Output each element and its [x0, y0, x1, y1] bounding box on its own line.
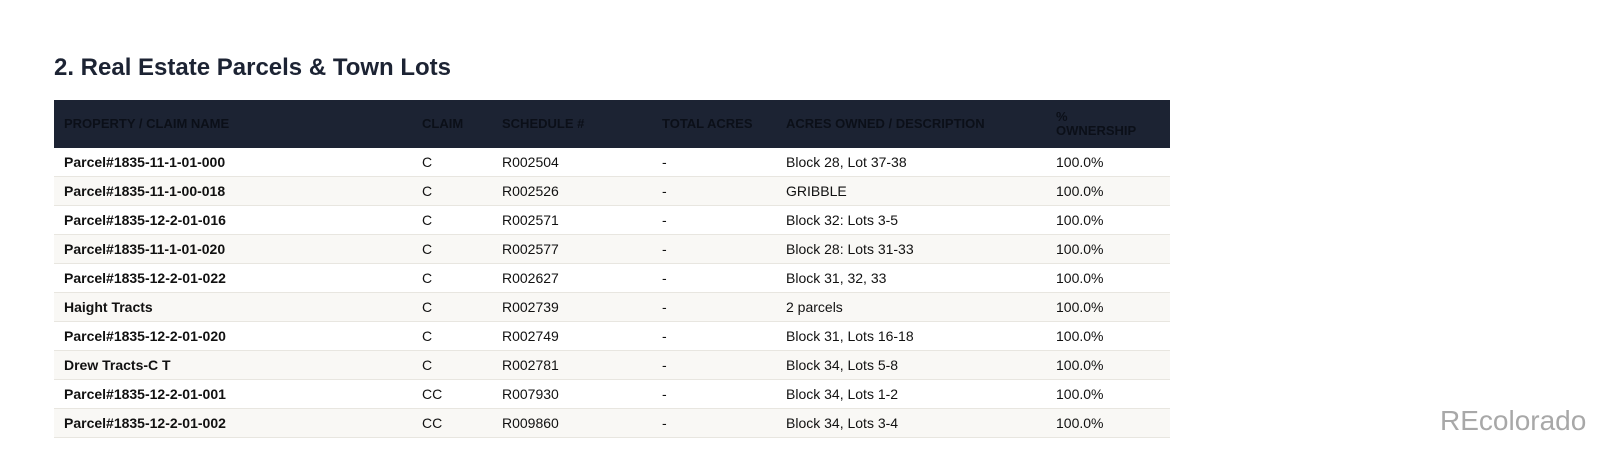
header-cell: SCHEDULE # — [492, 100, 652, 148]
table-row: Parcel#1835-12-2-01-002 CC R009860- Block 3… — [54, 408, 1170, 438]
header-cell: % OWNERSHIP — [1046, 100, 1170, 148]
table-cell: R002571 — [492, 205, 652, 235]
table-row: Parcel#1835-12-2-01-001 CC R007930- Block 3… — [54, 379, 1170, 409]
property-name: Parcel#1835-12-2-01-016 — [54, 205, 412, 235]
table-row: Parcel#1835-11-1-01-020 C R002577- Block 28… — [54, 234, 1170, 264]
table-row: Parcel#1835-11-1-00-018 C R002526- GRIBBLE 1… — [54, 176, 1170, 206]
table-cell: R002781 — [492, 350, 652, 380]
table-cell: 100.0% — [1046, 176, 1170, 206]
table-cell: - — [652, 292, 776, 322]
table-row: Parcel#1835-12-2-01-016 C R002571- Block 32… — [54, 205, 1170, 235]
header-cell: CLAIM — [412, 100, 492, 148]
property-name: Haight Tracts — [54, 292, 412, 322]
table-cell: R002739 — [492, 292, 652, 322]
table-cell: C — [412, 148, 492, 177]
table-row: Drew Tracts-C T C R002781- Block 34, Lots 5… — [54, 350, 1170, 380]
table-cell: - — [652, 205, 776, 235]
table-cell: - — [652, 176, 776, 206]
property-name: Parcel#1835-11-1-01-020 — [54, 234, 412, 264]
table-cell: C — [412, 234, 492, 264]
table-cell: - — [652, 408, 776, 438]
table-cell: CC — [412, 379, 492, 409]
table-cell: C — [412, 176, 492, 206]
table-cell: 2 parcels — [776, 292, 1046, 322]
property-name: Parcel#1835-12-2-01-001 — [54, 379, 412, 409]
table-cell: C — [412, 350, 492, 380]
table-cell: C — [412, 321, 492, 351]
table-cell: - — [652, 379, 776, 409]
table-cell: - — [652, 148, 776, 177]
table-cell: 100.0% — [1046, 148, 1170, 177]
table-cell: Block 31, Lots 16-18 — [776, 321, 1046, 351]
table-cell: 100.0% — [1046, 379, 1170, 409]
table-cell: R002577 — [492, 234, 652, 264]
table-cell: 100.0% — [1046, 292, 1170, 322]
property-name: Drew Tracts-C T — [54, 350, 412, 380]
table-cell: R002627 — [492, 263, 652, 293]
table-cell: R007930 — [492, 379, 652, 409]
table-cell: 100.0% — [1046, 263, 1170, 293]
table-cell: - — [652, 234, 776, 264]
table-cell: CC — [412, 408, 492, 438]
table-cell: R002526 — [492, 176, 652, 206]
table-cell: C — [412, 205, 492, 235]
property-name: Parcel#1835-12-2-01-020 — [54, 321, 412, 351]
table-cell: Block 31, 32, 33 — [776, 263, 1046, 293]
table-cell: 100.0% — [1046, 408, 1170, 438]
header-cell: TOTAL ACRES — [652, 100, 776, 148]
table-cell: GRIBBLE — [776, 176, 1046, 206]
table-cell: - — [652, 263, 776, 293]
header-cell: ACRES OWNED / DESCRIPTION — [776, 100, 1046, 148]
property-name: Parcel#1835-12-2-01-022 — [54, 263, 412, 293]
watermark: REcolorado — [1440, 405, 1587, 436]
parcels-table: PROPERTY / CLAIM NAME CLAIM SCHEDULE # TOTA… — [54, 100, 1170, 438]
header-cell: PROPERTY / CLAIM NAME — [54, 100, 412, 148]
table-cell: - — [652, 350, 776, 380]
table-row: Haight Tracts C R002739-2 parcels 100.0% — [54, 292, 1170, 322]
table-cell: Block 34, Lots 5-8 — [776, 350, 1046, 380]
table-cell: - — [652, 321, 776, 351]
table-cell: 100.0% — [1046, 321, 1170, 351]
table-cell: Block 34, Lots 1-2 — [776, 379, 1046, 409]
table-cell: C — [412, 292, 492, 322]
table-cell: 100.0% — [1046, 234, 1170, 264]
table-cell: 100.0% — [1046, 205, 1170, 235]
section-title: 2. Real Estate Parcels & Town Lots — [54, 54, 452, 81]
table-cell: C — [412, 263, 492, 293]
table-cell: Block 28: Lots 31-33 — [776, 234, 1046, 264]
table-body: Parcel#1835-11-1-01-000 C R002504- Block 28… — [54, 148, 1170, 438]
table-row: Parcel#1835-12-2-01-022 C R002627- Block 31… — [54, 263, 1170, 293]
table-cell: Block 28, Lot 37-38 — [776, 148, 1046, 177]
property-name: Parcel#1835-12-2-01-002 — [54, 408, 412, 438]
table-cell: R002504 — [492, 148, 652, 177]
table-cell: 100.0% — [1046, 350, 1170, 380]
property-name: Parcel#1835-11-1-01-000 — [54, 148, 412, 177]
table-row: Parcel#1835-12-2-01-020 C R002749- Block 31… — [54, 321, 1170, 351]
table-cell: Block 34, Lots 3-4 — [776, 408, 1046, 438]
table-cell: Block 32: Lots 3-5 — [776, 205, 1046, 235]
table-cell: R009860 — [492, 408, 652, 438]
property-name: Parcel#1835-11-1-00-018 — [54, 176, 412, 206]
table-row: Parcel#1835-11-1-01-000 C R002504- Block 28… — [54, 148, 1170, 177]
header-row: PROPERTY / CLAIM NAME CLAIM SCHEDULE # TOTA… — [54, 100, 1170, 148]
table-cell: R002749 — [492, 321, 652, 351]
